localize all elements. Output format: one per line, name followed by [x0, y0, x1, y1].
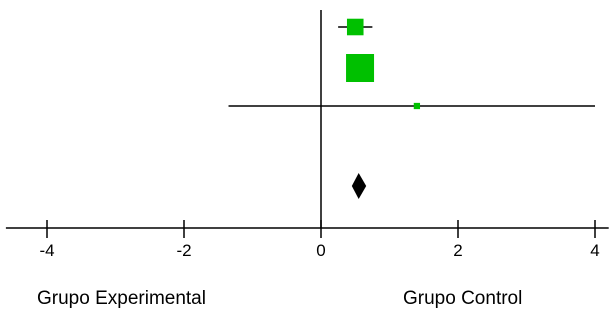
x-tick-label: -4: [39, 241, 54, 260]
summary-diamond: [351, 173, 367, 199]
study-point: [346, 54, 375, 82]
study-point: [413, 102, 421, 110]
favours-experimental-label: Grupo Experimental: [37, 288, 206, 309]
study-point: [346, 18, 364, 36]
study-rows: [228, 18, 595, 110]
favours-control-label: Grupo Control: [403, 288, 523, 309]
x-tick-label: 0: [316, 241, 325, 260]
x-tick-label: 2: [453, 241, 462, 260]
x-tick-label: -2: [176, 241, 191, 260]
x-tick-label: 4: [590, 241, 599, 260]
x-axis: -4 -2 0 2 4: [5, 10, 609, 260]
summary-row: [351, 173, 367, 199]
